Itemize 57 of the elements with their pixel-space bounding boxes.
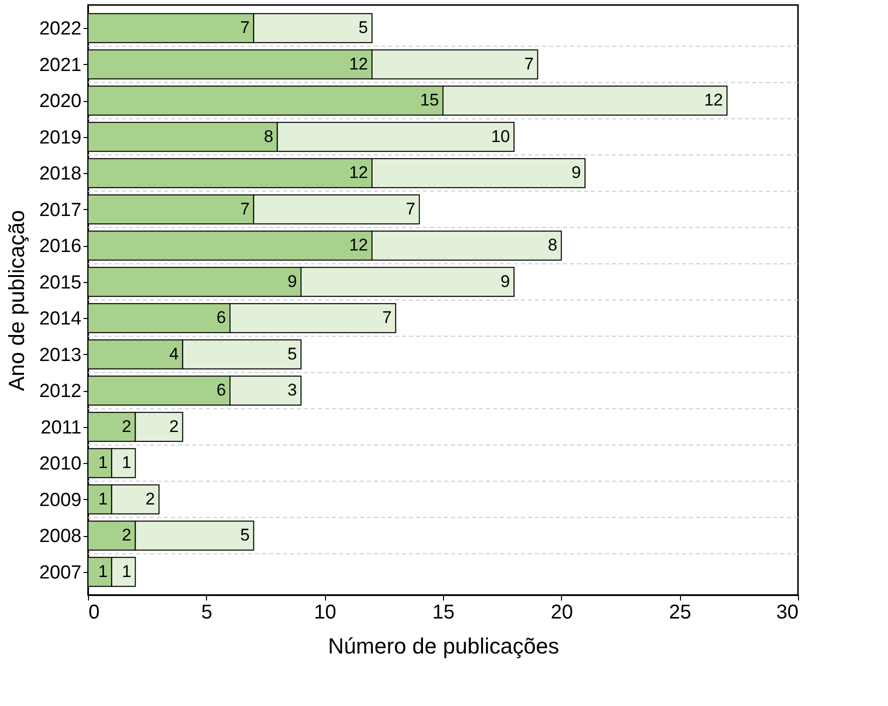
data-label: 5 <box>240 526 250 545</box>
data-label: 6 <box>216 308 226 328</box>
data-label: 12 <box>349 54 368 74</box>
data-label: 9 <box>572 163 581 182</box>
data-label: 7 <box>240 199 250 218</box>
data-label: 6 <box>216 380 226 400</box>
data-label: 9 <box>288 272 297 291</box>
data-label: 8 <box>548 236 558 255</box>
y-tick-label: 2015 <box>39 272 82 294</box>
data-label: 1 <box>98 453 108 472</box>
data-label: 5 <box>358 18 368 38</box>
x-axis-title: Número de publicações <box>328 634 560 658</box>
y-tick-label: 2009 <box>39 490 82 511</box>
data-label: 2 <box>169 416 179 436</box>
data-label: 5 <box>288 344 297 364</box>
y-tick-label: 2007 <box>39 562 82 584</box>
data-label: 4 <box>169 344 179 364</box>
data-label: 7 <box>524 54 534 74</box>
x-tick-label: 10 <box>314 602 336 624</box>
y-tick-label: 2013 <box>39 344 82 366</box>
data-label: 1 <box>122 453 132 472</box>
data-label: 2 <box>122 416 132 436</box>
data-label: 12 <box>349 236 368 255</box>
data-label: 2 <box>122 526 132 545</box>
y-tick-label: 2016 <box>39 236 82 258</box>
y-tick-label: 2022 <box>39 18 82 40</box>
data-label: 7 <box>240 18 250 38</box>
data-label: 1 <box>98 489 108 508</box>
y-tick-label: 2014 <box>39 308 82 330</box>
data-label: 1 <box>98 562 108 581</box>
y-tick-label: 2008 <box>39 526 82 548</box>
y-tick-label: 2021 <box>39 54 82 76</box>
y-tick-label: 2011 <box>40 417 82 438</box>
y-tick-label: 2019 <box>39 127 82 148</box>
data-label: 7 <box>382 308 392 328</box>
x-tick-label: 5 <box>201 602 212 624</box>
x-tick-label: 25 <box>669 602 692 624</box>
y-tick-label: 2017 <box>39 200 82 221</box>
data-label: 1 <box>122 562 132 581</box>
x-tick-label: 20 <box>550 602 573 624</box>
y-tick-label: 2020 <box>39 91 82 112</box>
x-tick-label: 0 <box>88 602 100 624</box>
y-tick-label: 2010 <box>39 454 82 475</box>
data-label: 3 <box>288 380 297 400</box>
data-label: 15 <box>420 90 439 110</box>
data-label: 8 <box>264 126 274 146</box>
x-tick-label: 30 <box>776 602 798 624</box>
x-tick-label: 15 <box>432 602 455 624</box>
data-label: 12 <box>349 163 368 182</box>
data-label: 12 <box>704 90 723 110</box>
y-axis-title: Ano de publicação <box>4 210 30 392</box>
y-tick-label: 2012 <box>39 381 82 402</box>
data-label: 2 <box>146 489 155 508</box>
data-label: 10 <box>491 126 510 146</box>
data-label: 9 <box>500 272 510 291</box>
data-label: 7 <box>406 199 416 218</box>
y-tick-label: 2018 <box>39 164 82 185</box>
